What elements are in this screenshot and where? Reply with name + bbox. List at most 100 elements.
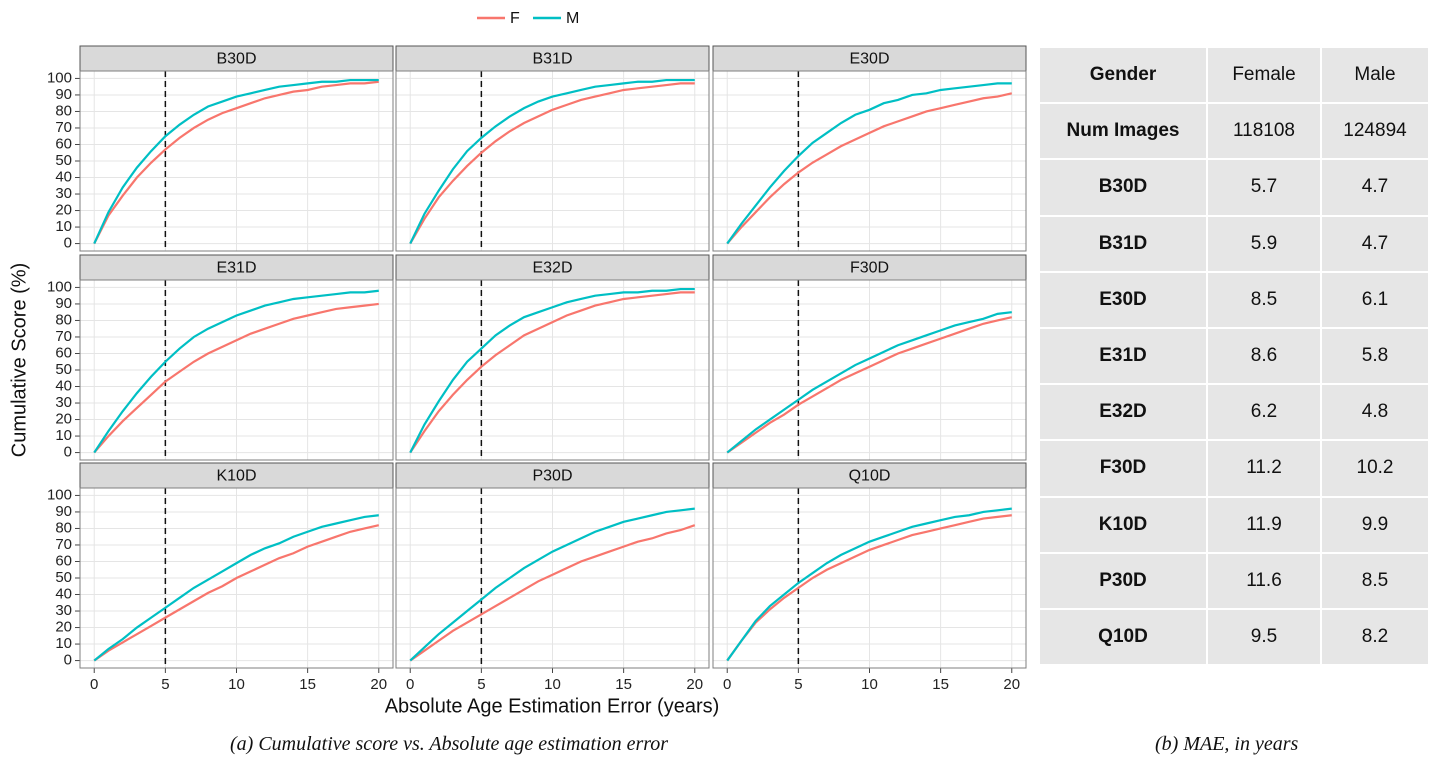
panel-border	[79, 279, 394, 461]
table-cell: 5.8	[1322, 329, 1428, 384]
table-cell: 8.2	[1322, 610, 1428, 665]
y-tick-label: 30	[55, 185, 72, 202]
x-tick-label: 5	[794, 676, 802, 693]
panel-border	[395, 487, 710, 669]
strip	[712, 254, 1027, 281]
table-cell: F30D	[1040, 441, 1206, 496]
x-tick-label: 10	[544, 676, 561, 693]
strip	[79, 45, 394, 72]
x-tick-label: 15	[299, 676, 316, 693]
table-cell: 4.8	[1322, 385, 1428, 440]
table-cell: Gender	[1040, 48, 1206, 103]
table-cell: 5.9	[1208, 216, 1320, 271]
panel-border	[395, 279, 710, 461]
panel-border	[79, 487, 394, 669]
panel-title: Q10D	[849, 468, 891, 485]
y-tick-label: 70	[55, 119, 72, 136]
series-line	[93, 78, 379, 245]
panel-border	[395, 70, 710, 252]
panel-title: E30D	[849, 51, 889, 68]
series-line	[726, 316, 1013, 454]
table-cell: 4.7	[1322, 216, 1428, 271]
table-cell: K10D	[1040, 497, 1206, 552]
panel-title: E32D	[532, 260, 572, 277]
y-tick-label: 50	[55, 152, 72, 169]
panel-title: K10D	[216, 468, 256, 485]
panel-title: E31D	[216, 260, 256, 277]
table-cell: 5.7	[1208, 160, 1320, 215]
y-tick-label: 0	[64, 444, 72, 461]
table-cell: 124894	[1322, 104, 1428, 159]
table-cell: 4.7	[1322, 160, 1428, 215]
y-tick-label: 20	[55, 411, 72, 428]
y-tick-label: 80	[55, 519, 72, 536]
series-line	[409, 78, 695, 245]
table-cell: E32D	[1040, 385, 1206, 440]
y-tick-label: 10	[55, 427, 72, 444]
table-cell: 10.2	[1322, 441, 1428, 496]
x-axis-title: Absolute Age Estimation Error (years)	[385, 695, 720, 717]
panel-border	[712, 487, 1027, 669]
table-cell: Male	[1322, 48, 1428, 103]
strip	[712, 462, 1027, 489]
table-cell: Q10D	[1040, 610, 1206, 665]
x-tick-label: 0	[90, 676, 98, 693]
table-cell: 11.9	[1208, 497, 1320, 552]
y-tick-label: 40	[55, 168, 72, 185]
x-tick-label: 20	[686, 676, 703, 693]
strip	[79, 462, 394, 489]
panel-title: B30D	[216, 51, 256, 68]
series-line	[93, 289, 379, 454]
y-tick-label: 20	[55, 619, 72, 636]
table-cell: Num Images	[1040, 104, 1206, 159]
series-line	[93, 80, 379, 245]
caption: (b) MAE, in years	[1155, 733, 1299, 755]
y-axis-title: Cumulative Score (%)	[8, 263, 30, 458]
series-line	[726, 82, 1012, 245]
y-tick-label: 0	[64, 235, 72, 252]
series-line	[726, 311, 1012, 454]
y-tick-label: 40	[55, 585, 72, 602]
series-line	[93, 524, 380, 662]
series-line	[726, 507, 1012, 662]
y-tick-label: 90	[55, 86, 72, 103]
series-line	[726, 92, 1013, 245]
table-cell: B31D	[1040, 216, 1206, 271]
panel-title: F30D	[850, 260, 889, 277]
table-cell: E30D	[1040, 272, 1206, 327]
series-line	[726, 514, 1012, 662]
y-tick-label: 70	[55, 328, 72, 345]
y-tick-label: 100	[47, 69, 72, 86]
y-tick-label: 90	[55, 503, 72, 520]
strip	[395, 254, 710, 281]
y-tick-label: 20	[55, 202, 72, 219]
x-tick-label: 5	[161, 676, 169, 693]
y-tick-label: 60	[55, 135, 72, 152]
table-cell: P30D	[1040, 553, 1206, 608]
series-line	[409, 82, 695, 245]
y-tick-label: 40	[55, 377, 72, 394]
x-tick-label: 0	[406, 676, 414, 693]
y-tick-label: 50	[55, 361, 72, 378]
y-tick-label: 100	[47, 278, 72, 295]
x-tick-label: 20	[1003, 676, 1020, 693]
series-line	[409, 524, 696, 662]
table-cell: 8.6	[1208, 329, 1320, 384]
y-tick-label: 60	[55, 552, 72, 569]
table-cell: 9.5	[1208, 610, 1320, 665]
table-cell: 11.2	[1208, 441, 1320, 496]
y-tick-label: 10	[55, 218, 72, 235]
x-tick-label: 15	[615, 676, 632, 693]
x-tick-label: 15	[932, 676, 949, 693]
y-tick-label: 80	[55, 102, 72, 119]
x-tick-label: 10	[228, 676, 245, 693]
y-tick-label: 100	[47, 486, 72, 503]
series-line	[409, 287, 695, 454]
table-cell: Female	[1208, 48, 1320, 103]
table-cell: 118108	[1208, 104, 1320, 159]
series-line	[93, 302, 379, 454]
legend-label: M	[566, 10, 579, 27]
x-tick-label: 20	[370, 676, 387, 693]
caption: (a) Cumulative score vs. Absolute age es…	[230, 733, 669, 755]
